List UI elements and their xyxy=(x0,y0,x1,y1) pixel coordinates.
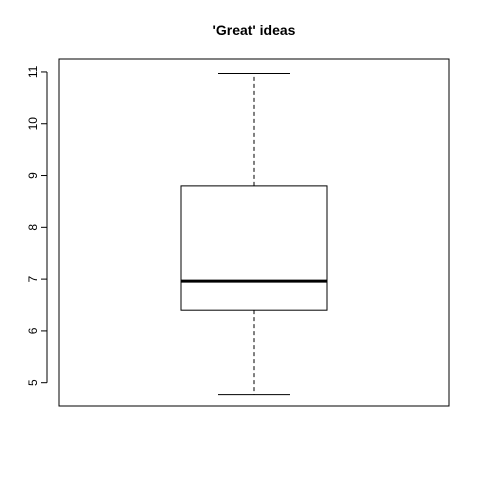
y-tick-label-5: 5 xyxy=(26,379,40,386)
y-tick-label-6: 6 xyxy=(26,327,40,334)
chart-title: 'Great' ideas xyxy=(213,22,296,38)
y-tick-label-10: 10 xyxy=(26,117,40,131)
y-tick-label-8: 8 xyxy=(26,224,40,231)
plot-frame xyxy=(58,58,450,407)
boxplot xyxy=(180,73,328,396)
y-axis: 5 6 7 8 9 10 11 xyxy=(26,65,48,386)
y-tick-label-7: 7 xyxy=(26,275,40,282)
y-tick-label-9: 9 xyxy=(26,172,40,179)
y-tick-label-11: 11 xyxy=(26,65,40,78)
iqr-box xyxy=(180,185,328,311)
